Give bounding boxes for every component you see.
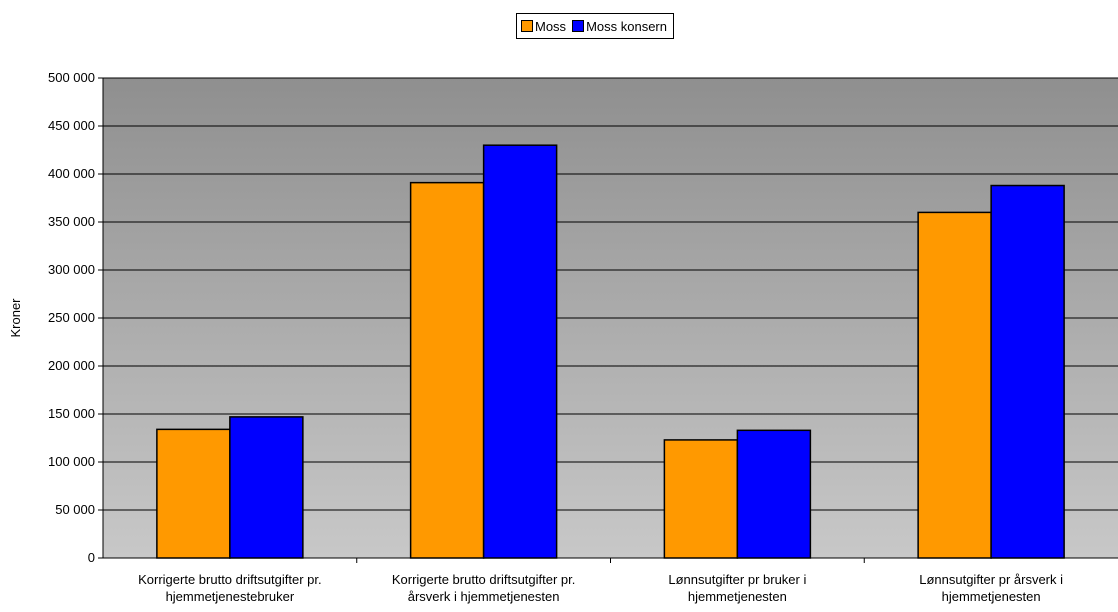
- bars: [156, 144, 1065, 559]
- legend-label-moss: Moss: [535, 18, 567, 34]
- legend-item-moss: Moss: [521, 19, 566, 34]
- x-category-label: hjemmetjenestebruker: [166, 589, 295, 604]
- bar-moss: [409, 181, 485, 559]
- bar-moss: [156, 428, 231, 559]
- bar-moss: [663, 439, 739, 559]
- y-tick-labels: 0 50 000 100 000 150 000 200 000 250 000 300 0…: [48, 70, 95, 565]
- y-tick-label: 50 000: [55, 502, 95, 517]
- y-tick-label: 450 000: [48, 118, 95, 133]
- bar-moss-konsern: [482, 144, 558, 559]
- y-tick-label: 500 000: [48, 70, 95, 85]
- x-category-label: Korrigerte brutto driftsutgifter pr.: [392, 572, 576, 587]
- chart-legend: Moss Moss konsern: [516, 13, 674, 39]
- x-category-label: hjemmetjenesten: [688, 589, 787, 604]
- bar-moss: [917, 211, 992, 559]
- x-category-label: årsverk i hjemmetjenesten: [408, 589, 560, 604]
- legend-label-moss-konsern: Moss konsern: [586, 18, 667, 34]
- y-tick-label: 250 000: [48, 310, 95, 325]
- bar-moss-konsern: [990, 184, 1065, 559]
- x-category-label: Lønnsutgifter pr bruker i: [668, 572, 806, 587]
- legend-swatch-moss: [521, 20, 533, 32]
- bar-moss-konsern: [229, 416, 304, 559]
- y-tick-label: 350 000: [48, 214, 95, 229]
- axes: [98, 77, 1118, 563]
- y-tick-label: 100 000: [48, 454, 95, 469]
- x-category-label: Korrigerte brutto driftsutgifter pr.: [138, 572, 322, 587]
- y-tick-label: 150 000: [48, 406, 95, 421]
- legend-item-moss-konsern: Moss konsern: [572, 19, 667, 34]
- y-tick-label: 400 000: [48, 166, 95, 181]
- y-tick-label: 200 000: [48, 358, 95, 373]
- y-tick-label: 0: [88, 550, 95, 565]
- x-category-label: hjemmetjenesten: [942, 589, 1041, 604]
- bar-moss-konsern: [736, 429, 812, 559]
- y-axis-label: Kroner: [8, 298, 23, 338]
- y-tick-label: 300 000: [48, 262, 95, 277]
- x-category-labels: Korrigerte brutto driftsutgifter pr. hjem…: [138, 572, 1063, 604]
- legend-swatch-moss-konsern: [572, 20, 585, 32]
- x-category-label: Lønnsutgifter pr årsverk i: [919, 572, 1063, 587]
